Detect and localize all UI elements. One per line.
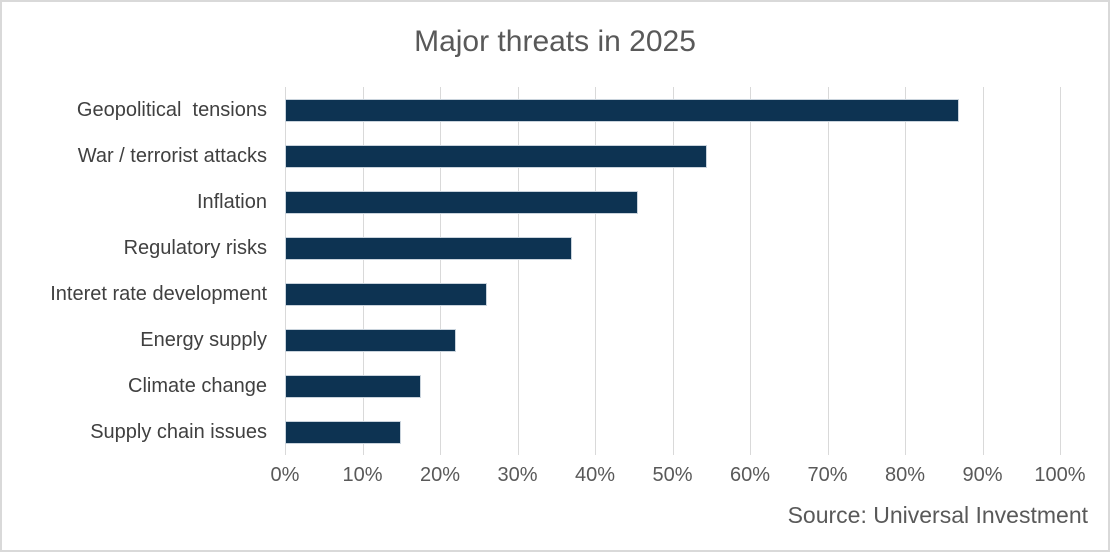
gridline [750, 87, 751, 455]
category-labels: Geopolitical tensions War / terrorist att… [2, 87, 267, 455]
x-tick-label: 100% [1034, 464, 1086, 486]
bar [285, 282, 487, 306]
x-tick-label: 90% [962, 464, 1003, 486]
category-label: Climate change [128, 375, 267, 397]
x-tick-label: 40% [574, 464, 616, 486]
source-caption: Source: Universal Investment [787, 502, 1088, 528]
gridline [1060, 87, 1061, 455]
bar [285, 236, 572, 260]
x-tick-label: 80% [884, 464, 926, 486]
x-tick-label: 0% [270, 464, 300, 486]
x-tick-label: 70% [807, 464, 848, 486]
gridline [905, 87, 906, 455]
gridline [440, 87, 441, 455]
x-tick-label: 10% [342, 464, 383, 486]
category-label: Supply chain issues [90, 421, 267, 443]
bar [285, 374, 421, 398]
category-label: Regulatory risks [123, 237, 267, 259]
gridline [595, 87, 596, 455]
x-tick-label: 30% [497, 464, 538, 486]
x-tick-label: 50% [652, 464, 693, 486]
x-tick-label: 20% [419, 464, 461, 486]
category-label: Inflation [196, 191, 267, 213]
category-label: Interet rate development [50, 283, 267, 305]
chart-title: Major threats in 2025 [414, 25, 696, 58]
x-axis: 0% 10% 20% 30% 40% 50% 60% 70% 80% 90% 100% [271, 464, 1086, 490]
gridline [362, 87, 364, 455]
category-label: Energy supply [140, 329, 267, 351]
bar [285, 420, 402, 444]
gridline [982, 87, 984, 455]
bar [285, 190, 638, 214]
category-label: War / terrorist attacks [77, 145, 267, 167]
bar [285, 144, 708, 168]
bar [285, 98, 960, 122]
gridline [517, 87, 519, 455]
plot-area [285, 87, 1061, 455]
bar [285, 328, 456, 352]
x-tick-label: 60% [729, 464, 771, 486]
gridline [827, 87, 829, 455]
category-label: Geopolitical tensions [76, 99, 267, 121]
gridline [672, 87, 674, 455]
gridline [285, 87, 286, 455]
